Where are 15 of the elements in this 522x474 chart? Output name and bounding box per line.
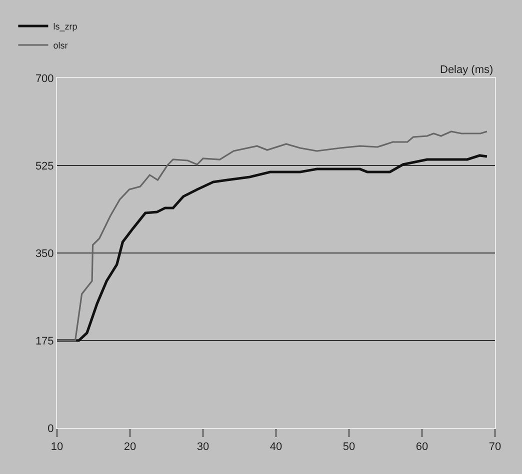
y-axis-title: Delay (ms) (440, 64, 494, 76)
y-tick-label: 350 (35, 248, 54, 260)
y-tick-label: 700 (35, 72, 54, 85)
x-tick-label: 50 (342, 441, 356, 454)
y-tick-label: 0 (48, 422, 54, 435)
y-tick-label: 175 (35, 335, 54, 348)
legend-label: olsr (53, 40, 68, 51)
x-tick-label: 40 (270, 441, 282, 454)
x-tick-label: 10 (50, 441, 64, 454)
x-tick-label: 30 (196, 441, 210, 454)
y-tick-label: 525 (35, 160, 54, 172)
x-tick-label: 70 (488, 441, 502, 454)
legend-label: ls_zrp (53, 22, 78, 32)
x-tick-label: 20 (124, 441, 136, 454)
x-tick-label: 60 (416, 441, 428, 454)
